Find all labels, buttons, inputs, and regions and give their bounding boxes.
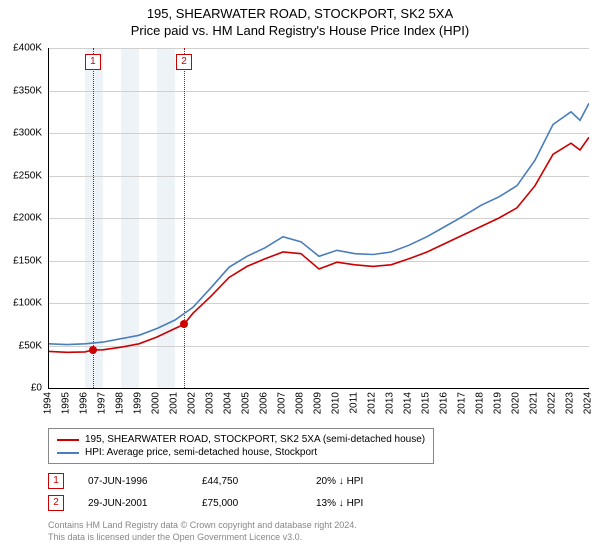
footer-line-2: This data is licensed under the Open Gov… bbox=[48, 532, 357, 544]
chart-area: 12 £0£50K£100K£150K£200K£250K£300K£350K£… bbox=[48, 48, 588, 388]
chart-container: 195, SHEARWATER ROAD, STOCKPORT, SK2 5XA… bbox=[0, 0, 600, 560]
x-axis-label: 2001 bbox=[169, 392, 180, 414]
x-axis-label: 2016 bbox=[439, 392, 450, 414]
transaction-delta: 20% ↓ HPI bbox=[316, 476, 406, 487]
x-axis-label: 2018 bbox=[475, 392, 486, 414]
marker-dot bbox=[89, 346, 97, 354]
x-axis-label: 2004 bbox=[223, 392, 234, 414]
x-axis-label: 1999 bbox=[133, 392, 144, 414]
x-axis-label: 2002 bbox=[187, 392, 198, 414]
legend-swatch bbox=[57, 439, 79, 441]
x-axis-label: 2024 bbox=[583, 392, 594, 414]
legend-row: 195, SHEARWATER ROAD, STOCKPORT, SK2 5XA… bbox=[57, 433, 425, 446]
x-axis-label: 2003 bbox=[205, 392, 216, 414]
title-line-2: Price paid vs. HM Land Registry's House … bbox=[0, 23, 600, 40]
y-axis-label: £350K bbox=[13, 85, 42, 96]
x-axis-label: 2011 bbox=[349, 392, 360, 414]
transaction-row: 2 29-JUN-2001 £75,000 13% ↓ HPI bbox=[48, 492, 406, 514]
x-axis-label: 2009 bbox=[313, 392, 324, 414]
transaction-row: 1 07-JUN-1996 £44,750 20% ↓ HPI bbox=[48, 470, 406, 492]
x-axis-label: 1995 bbox=[61, 392, 72, 414]
y-axis-label: £250K bbox=[13, 170, 42, 181]
legend-label: 195, SHEARWATER ROAD, STOCKPORT, SK2 5XA… bbox=[85, 434, 425, 445]
x-axis-label: 2014 bbox=[403, 392, 414, 414]
x-axis-label: 2015 bbox=[421, 392, 432, 414]
transaction-date: 07-JUN-1996 bbox=[88, 476, 178, 487]
series-hpi bbox=[49, 103, 589, 344]
y-axis-label: £150K bbox=[13, 255, 42, 266]
x-axis-label: 1996 bbox=[79, 392, 90, 414]
legend-swatch bbox=[57, 452, 79, 454]
chart-title: 195, SHEARWATER ROAD, STOCKPORT, SK2 5XA… bbox=[0, 0, 600, 40]
x-axis-label: 2007 bbox=[277, 392, 288, 414]
transaction-price: £44,750 bbox=[202, 476, 292, 487]
y-axis-label: £300K bbox=[13, 128, 42, 139]
transaction-delta: 13% ↓ HPI bbox=[316, 498, 406, 509]
x-axis-label: 2021 bbox=[529, 392, 540, 414]
x-axis-label: 1994 bbox=[43, 392, 54, 414]
y-axis-label: £50K bbox=[19, 340, 42, 351]
marker-badge: 2 bbox=[176, 54, 192, 70]
x-axis-label: 2022 bbox=[547, 392, 558, 414]
line-series-svg bbox=[49, 48, 589, 388]
footer-attribution: Contains HM Land Registry data © Crown c… bbox=[48, 520, 357, 543]
y-axis-label: £200K bbox=[13, 213, 42, 224]
x-axis-label: 2008 bbox=[295, 392, 306, 414]
x-axis-label: 2006 bbox=[259, 392, 270, 414]
title-line-1: 195, SHEARWATER ROAD, STOCKPORT, SK2 5XA bbox=[0, 6, 600, 23]
transaction-price: £75,000 bbox=[202, 498, 292, 509]
transaction-date: 29-JUN-2001 bbox=[88, 498, 178, 509]
y-axis-label: £400K bbox=[13, 43, 42, 54]
marker-dot bbox=[180, 320, 188, 328]
legend-label: HPI: Average price, semi-detached house,… bbox=[85, 447, 317, 458]
x-axis-label: 2012 bbox=[367, 392, 378, 414]
plot-region: 12 bbox=[48, 48, 589, 389]
x-axis-label: 2020 bbox=[511, 392, 522, 414]
marker-badge: 1 bbox=[85, 54, 101, 70]
legend-row: HPI: Average price, semi-detached house,… bbox=[57, 446, 425, 459]
x-axis-label: 2019 bbox=[493, 392, 504, 414]
y-axis-label: £0 bbox=[31, 383, 42, 394]
x-axis-label: 2013 bbox=[385, 392, 396, 414]
footer-line-1: Contains HM Land Registry data © Crown c… bbox=[48, 520, 357, 532]
x-axis-label: 2023 bbox=[565, 392, 576, 414]
x-axis-label: 2010 bbox=[331, 392, 342, 414]
transaction-marker: 2 bbox=[48, 495, 64, 511]
x-axis-label: 1997 bbox=[97, 392, 108, 414]
y-axis-label: £100K bbox=[13, 298, 42, 309]
x-axis-label: 2005 bbox=[241, 392, 252, 414]
x-axis-label: 2017 bbox=[457, 392, 468, 414]
transactions-table: 1 07-JUN-1996 £44,750 20% ↓ HPI 2 29-JUN-2001… bbox=[48, 470, 406, 514]
x-axis-label: 2000 bbox=[151, 392, 162, 414]
x-axis-label: 1998 bbox=[115, 392, 126, 414]
legend-box: 195, SHEARWATER ROAD, STOCKPORT, SK2 5XA… bbox=[48, 428, 434, 464]
series-property bbox=[49, 137, 589, 352]
transaction-marker: 1 bbox=[48, 473, 64, 489]
